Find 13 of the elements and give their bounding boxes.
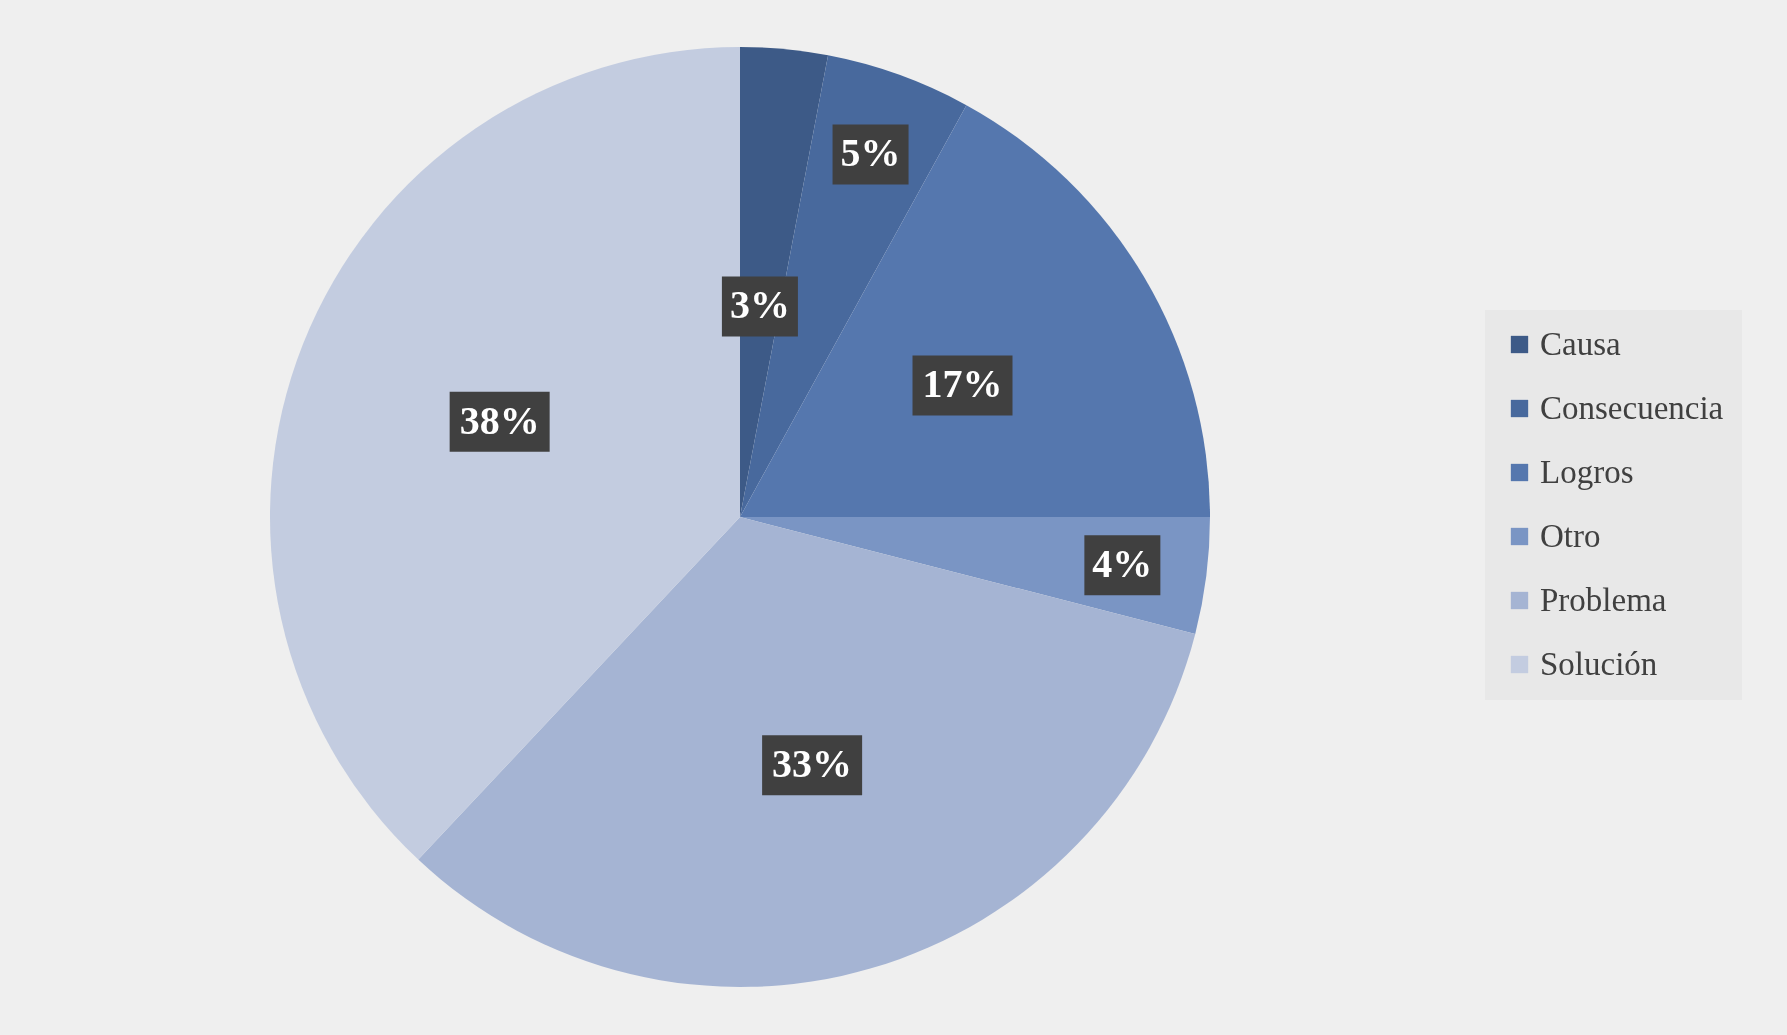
legend-label: Logros — [1540, 453, 1634, 490]
legend-label: Otro — [1540, 517, 1601, 554]
data-label: 17% — [922, 361, 1003, 407]
data-label: 4% — [1092, 541, 1153, 587]
data-label: 3% — [729, 282, 790, 328]
data-label: 33% — [772, 741, 853, 787]
legend-label: Consecuencia — [1540, 389, 1724, 426]
legend-label: Problema — [1540, 581, 1667, 618]
legend-label: Causa — [1540, 325, 1621, 362]
data-label: 38% — [459, 397, 540, 443]
pie-slice — [418, 517, 1196, 987]
data-label: 5% — [840, 130, 901, 176]
legend-label: Solución — [1540, 645, 1658, 682]
